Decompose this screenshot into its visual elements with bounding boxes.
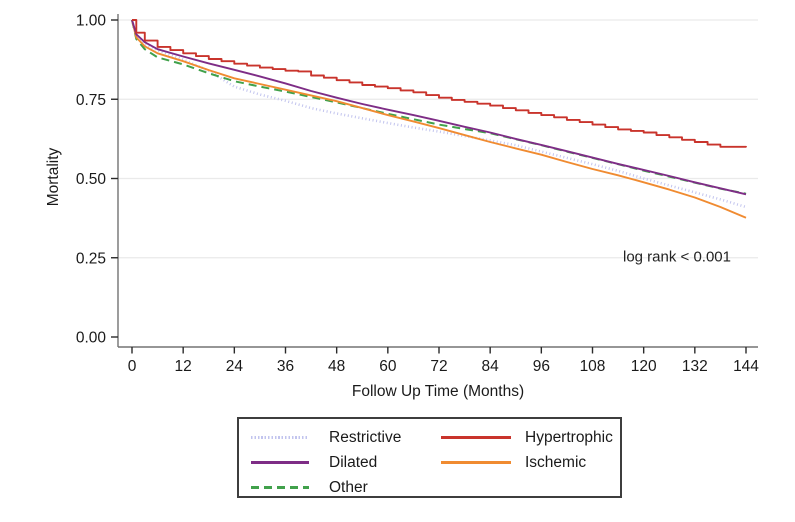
x-tick-label: 144 xyxy=(733,358,759,375)
y-tick-label: 0.00 xyxy=(76,330,107,347)
x-tick-label: 96 xyxy=(533,358,550,375)
y-axis-title: Mortality xyxy=(45,147,62,207)
legend-label: Dilated xyxy=(329,453,378,471)
y-tick-label: 1.00 xyxy=(76,13,107,30)
x-tick-label: 72 xyxy=(430,358,447,375)
legend-column-2: Hypertrophic Ischemic xyxy=(441,425,613,475)
legend-item-restrictive: Restrictive xyxy=(251,425,401,450)
log-rank-annotation: log rank < 0.001 xyxy=(623,248,731,266)
legend-swatch-other xyxy=(251,486,309,489)
x-tick-label: 36 xyxy=(277,358,294,375)
series-line-hypertrophic xyxy=(132,19,747,148)
legend-item-ischemic: Ischemic xyxy=(441,450,613,475)
x-tick-label: 48 xyxy=(328,358,345,375)
legend-label: Hypertrophic xyxy=(525,428,613,446)
survival-plot-canvas: 0.00 0.25 0.50 0.75 1.00 0 12 24 36 48 60 72 84 96 108… xyxy=(76,13,759,376)
legend-swatch-dilated xyxy=(251,461,309,464)
x-tick-label: 0 xyxy=(128,358,137,375)
legend-label: Ischemic xyxy=(525,453,587,471)
x-tick-label: 84 xyxy=(482,358,500,375)
legend-item-hypertrophic: Hypertrophic xyxy=(441,425,613,450)
legend-label: Restrictive xyxy=(329,428,402,446)
series-line-dilated xyxy=(131,19,747,196)
legend-swatch-restrictive xyxy=(251,435,309,440)
x-tick-label: 132 xyxy=(682,358,708,375)
legend-box: Restrictive Dilated Other Hypertrophic Ische… xyxy=(237,417,622,498)
x-tick-label: 120 xyxy=(631,358,657,375)
x-tick-label: 60 xyxy=(379,358,397,375)
y-tick-label: 0.25 xyxy=(76,250,106,267)
legend-swatch-ischemic xyxy=(441,461,511,464)
series-line-other xyxy=(131,19,747,195)
legend-swatch-hypertrophic xyxy=(441,436,511,439)
x-tick-label: 12 xyxy=(175,358,192,375)
x-tick-label: 24 xyxy=(226,358,244,375)
y-tick-label: 0.75 xyxy=(76,92,106,109)
legend-label: Other xyxy=(329,478,368,496)
y-tick-label: 0.50 xyxy=(76,171,107,188)
legend-column-1: Restrictive Dilated Other xyxy=(251,425,401,500)
x-axis-title: Follow Up Time (Months) xyxy=(351,383,525,400)
legend-item-other: Other xyxy=(251,475,401,500)
legend-item-dilated: Dilated xyxy=(251,450,401,475)
series-line-ischemic xyxy=(131,19,747,219)
x-tick-label: 108 xyxy=(580,358,606,375)
